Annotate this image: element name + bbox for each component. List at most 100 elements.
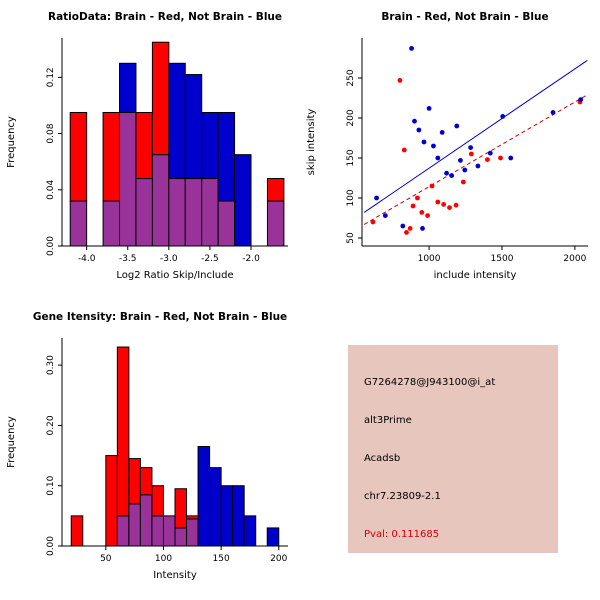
y-tick-label: 150 (346, 149, 356, 166)
histogram-bar-overlap (102, 200, 121, 247)
info-line: chr7.23809-2.1 (364, 491, 441, 502)
y-tick-label: 0.30 (46, 355, 56, 375)
scatter-point (498, 155, 503, 161)
info-line: Acadsb (364, 453, 401, 464)
chart-title: Gene Itensity: Brain - Red, Not Brain - … (33, 311, 287, 323)
histogram-bar (70, 515, 84, 547)
histogram-bar-overlap (266, 200, 285, 247)
x-tick-label: -4.0 (78, 254, 96, 264)
histogram-bar-overlap (119, 111, 137, 247)
scatter-point (462, 167, 468, 173)
x-tick-label: -2.5 (201, 254, 219, 264)
scatter-point (410, 203, 416, 209)
scatter-point (449, 173, 455, 179)
histogram-bar (174, 488, 188, 529)
histogram-bar (186, 515, 199, 520)
scatter-point (415, 195, 420, 201)
y-tick-label: 250 (346, 69, 356, 86)
intensity-scatter-chart: Brain - Red, Not Brain - Blue include in… (306, 11, 588, 281)
scatter-point (458, 158, 463, 163)
histogram-bar (168, 62, 186, 180)
x-tick-label: 2000 (563, 254, 586, 264)
scatter-point (412, 118, 417, 124)
scatter-point (426, 106, 432, 111)
fit-line (363, 59, 588, 213)
x-tick-label: 200 (270, 554, 287, 564)
histogram-bar (102, 111, 121, 202)
scatter-point (454, 123, 460, 129)
histogram-bar-overlap (139, 494, 153, 547)
y-axis-label: skip intensity (306, 109, 317, 176)
scatter-point (431, 143, 436, 149)
histogram-bar-overlap (151, 154, 170, 247)
info-line: G7264278@J943100@i_at (364, 377, 496, 388)
histogram-bar-overlap (186, 518, 199, 547)
scatter-point (487, 150, 493, 156)
y-axis-label: Frequency (6, 116, 17, 168)
scatter-point (397, 78, 403, 83)
histogram-bar (128, 458, 141, 505)
scatter-point (447, 205, 452, 211)
scatter-point (468, 151, 474, 157)
scatter-point (435, 199, 441, 205)
x-tick-label: 1000 (418, 254, 441, 264)
scatter-point (435, 155, 441, 161)
info-line: Pval: 0.111685 (364, 529, 440, 540)
scatter-point (441, 202, 447, 207)
scatter-point (444, 170, 449, 176)
fit-line (363, 94, 588, 225)
scatter-point (429, 183, 435, 189)
y-tick-label: 0.20 (46, 415, 56, 435)
histogram-bar (266, 527, 280, 547)
chart-title: Brain - Red, Not Brain - Blue (381, 11, 548, 23)
x-tick-label: 150 (213, 554, 230, 564)
scatter-point (460, 179, 466, 185)
histogram-bar-overlap (168, 178, 186, 247)
histogram-bar-overlap (162, 515, 176, 547)
histogram-bar (139, 467, 153, 496)
scatter-point (420, 226, 425, 231)
y-tick-label: 50 (346, 232, 356, 244)
histogram-bar-overlap (184, 178, 203, 247)
scatter-point (404, 230, 409, 235)
scatter-point (578, 97, 584, 102)
histogram-bar (135, 111, 153, 180)
histogram-bar (217, 111, 236, 202)
histogram-bar (232, 485, 245, 547)
panel-intensity-scatter: Brain - Red, Not Brain - Blue include in… (300, 0, 600, 300)
x-tick-label: 1500 (491, 254, 514, 264)
ratio-histogram-chart: RatioData: Brain - Red, Not Brain - Blue… (6, 11, 288, 281)
histogram-bar (116, 346, 130, 517)
chart-title: RatioData: Brain - Red, Not Brain - Blue (48, 11, 282, 23)
histogram-bar-overlap (217, 200, 236, 247)
y-tick-label: 0.08 (46, 123, 56, 143)
scatter-point (468, 145, 474, 151)
x-tick-label: -3.0 (160, 254, 178, 264)
scatter-point (421, 139, 427, 145)
histogram-bar (69, 111, 88, 202)
plot-area: 1000 1500 2000 50 100 150 200 250 (346, 38, 588, 264)
histogram-bar (105, 455, 118, 547)
scatter-point (453, 202, 459, 208)
x-tick-label: 100 (155, 554, 172, 564)
scatter-point (439, 130, 445, 135)
scatter-point (416, 127, 422, 133)
gene-intensity-histogram-chart: Gene Itensity: Brain - Red, Not Brain - … (6, 311, 288, 581)
histogram-bar-overlap (128, 503, 141, 547)
y-tick-label: 0.12 (46, 67, 56, 87)
y-axis-label: Frequency (6, 416, 17, 468)
y-tick-label: 200 (346, 109, 356, 126)
histogram-bar (151, 485, 164, 517)
scatter-point (407, 226, 413, 231)
x-axis-label: Intensity (153, 570, 197, 581)
y-tick-label: 0.04 (46, 179, 56, 199)
x-tick-label: -3.5 (119, 254, 137, 264)
histogram-bar-overlap (201, 178, 219, 247)
histogram-bar-overlap (69, 200, 88, 247)
histogram-bar-overlap (174, 527, 188, 547)
scatter-point (409, 46, 414, 51)
y-tick-label: 0.00 (46, 236, 56, 256)
panel-gene-info: G7264278@J943100@i_at alt3Prime Acadsb chr7… (300, 300, 600, 600)
histogram-bar (266, 178, 285, 202)
